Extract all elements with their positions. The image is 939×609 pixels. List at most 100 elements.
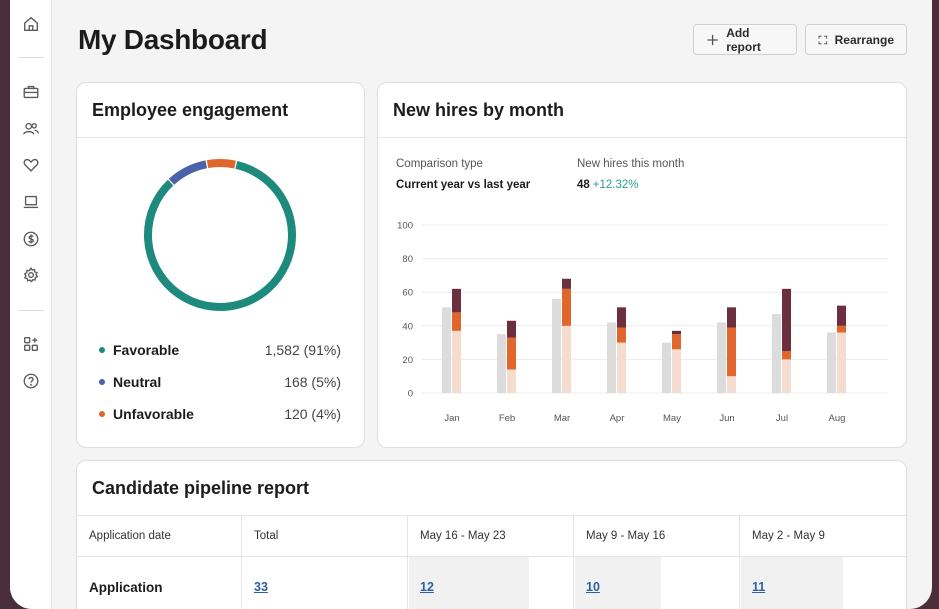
y-tick-label: 100 (397, 221, 413, 232)
bar-current-year-jun-segment-2[interactable] (727, 327, 736, 377)
x-tick-label: Jan (444, 413, 459, 424)
bar-current-year-mar-segment-1[interactable] (562, 325, 571, 393)
new-hires-bar-chart: 0 20 40 60 80 100 Jan Feb Mar Apr May Jun Jul Aug (397, 221, 888, 424)
bar-current-year-feb-segment-1[interactable] (507, 369, 516, 393)
rearrange-button[interactable]: Rearrange (805, 24, 907, 55)
apps-icon[interactable] (21, 334, 41, 354)
comparison-type-label: Comparison type (396, 158, 483, 170)
table-cell: 33 (242, 557, 408, 609)
x-tick-label: Jul (776, 413, 788, 424)
bar-current-year-aug-segment-2[interactable] (837, 325, 846, 333)
y-tick-label: 60 (402, 288, 413, 299)
total-count-link[interactable]: 33 (254, 580, 268, 594)
bar-previous-year-may[interactable] (662, 342, 671, 393)
bar-current-year-apr-segment-1[interactable] (617, 342, 626, 393)
table-cell: 10 (574, 557, 740, 609)
y-tick-label: 80 (402, 254, 413, 265)
laptop-icon[interactable] (21, 192, 41, 212)
x-tick-label: Aug (829, 413, 846, 424)
add-report-button[interactable]: Add report (693, 24, 797, 55)
week-1-count-link[interactable]: 12 (420, 580, 434, 594)
bar-previous-year-jun[interactable] (717, 322, 726, 393)
bar-previous-year-aug[interactable] (827, 332, 836, 393)
expand-icon (818, 35, 828, 44)
bar-current-year-jun-segment-3[interactable] (727, 307, 736, 328)
bar-current-year-mar-segment-2[interactable] (562, 288, 571, 326)
bar-current-year-feb-segment-3[interactable] (507, 320, 516, 338)
home-icon[interactable] (21, 14, 41, 34)
new-hires-this-month: 48 +12.32% (577, 179, 639, 191)
engagement-card: Employee engagement Favorable 1,582 (91%)… (76, 82, 365, 448)
week-2-count-link[interactable]: 10 (586, 580, 600, 594)
bar-current-year-may-segment-1[interactable] (672, 349, 681, 393)
legend-value: 1,582 (91%) (264, 342, 341, 358)
sidebar-divider (18, 57, 44, 58)
pipeline-card: Candidate pipeline report Application da… (76, 460, 907, 609)
bar-current-year-jul-segment-1[interactable] (782, 359, 791, 393)
y-tick-label: 20 (402, 355, 413, 366)
briefcase-icon[interactable] (21, 82, 41, 102)
legend-dot (99, 411, 105, 417)
bar-current-year-jan-segment-2[interactable] (452, 312, 461, 331)
x-tick-label: Jun (719, 413, 734, 424)
cell-highlight (575, 557, 661, 609)
bar-current-year-aug-segment-1[interactable] (837, 332, 846, 393)
column-header-application-date[interactable]: Application date (77, 516, 242, 557)
dollar-icon[interactable] (21, 229, 41, 249)
legend-value: 168 (5%) (284, 374, 341, 390)
bar-current-year-aug-segment-3[interactable] (837, 305, 846, 326)
column-header-week-2[interactable]: May 9 - May 16 (574, 516, 740, 557)
bar-current-year-jul-segment-3[interactable] (782, 288, 791, 351)
week-3-count-link[interactable]: 11 (752, 580, 766, 594)
people-icon[interactable] (21, 119, 41, 139)
donut-slice-unfavorable[interactable] (206, 159, 236, 169)
legend-label: Favorable (113, 342, 180, 358)
new-hires-card: New hires by month Comparison type Curre… (377, 82, 907, 448)
bar-previous-year-mar[interactable] (552, 298, 561, 393)
sidebar-divider (18, 310, 44, 311)
bar-current-year-jul-segment-2[interactable] (782, 351, 791, 360)
plus-icon (707, 34, 718, 45)
table-cell: 11 (740, 557, 906, 609)
bar-current-year-apr-segment-2[interactable] (617, 327, 626, 343)
bar-current-year-feb-segment-2[interactable] (507, 337, 516, 370)
column-header-total[interactable]: Total (242, 516, 408, 557)
app-window: My Dashboard Add report Rearrange Employ… (10, 0, 932, 609)
heart-icon[interactable] (21, 155, 41, 175)
new-hires-change: +12.32% (592, 179, 639, 191)
add-report-label: Add report (726, 25, 761, 54)
column-header-week-1[interactable]: May 16 - May 23 (408, 516, 574, 557)
bar-previous-year-feb[interactable] (497, 334, 506, 393)
bar-previous-year-jan[interactable] (442, 307, 451, 393)
bar-current-year-mar-segment-3[interactable] (562, 278, 571, 289)
new-hires-count: 48 (577, 179, 590, 191)
help-icon[interactable] (21, 371, 41, 391)
gear-icon[interactable] (21, 265, 41, 285)
bar-current-year-jun-segment-1[interactable] (727, 376, 736, 393)
legend-item-favorable: Favorable 1,582 (91%) (99, 340, 341, 360)
x-tick-label: Mar (554, 413, 570, 424)
bar-current-year-apr-segment-3[interactable] (617, 307, 626, 328)
table-cell: 12 (408, 557, 574, 609)
donut-slice-favorable[interactable] (144, 160, 296, 311)
legend-label: Neutral (113, 374, 162, 390)
comparison-type-value: Current year vs last year (396, 179, 531, 191)
new-hires-this-month-label: New hires this month (577, 158, 685, 170)
engagement-donut-chart (144, 159, 296, 311)
x-tick-label: May (663, 413, 681, 424)
bar-current-year-jan-segment-1[interactable] (452, 330, 461, 393)
bar-previous-year-apr[interactable] (607, 322, 616, 393)
new-hires-title: New hires by month (378, 83, 906, 138)
donut-slice-neutral[interactable] (168, 160, 208, 185)
bar-current-year-jan-segment-3[interactable] (452, 288, 461, 313)
row-label-application: Application (77, 557, 242, 609)
page-title: My Dashboard (78, 24, 268, 55)
legend-value: 120 (4%) (284, 406, 341, 422)
legend-dot (99, 347, 105, 353)
bar-current-year-may-segment-2[interactable] (672, 334, 681, 350)
bar-current-year-may-segment-3[interactable] (672, 330, 681, 335)
y-tick-label: 40 (402, 321, 413, 332)
legend-dot (99, 379, 105, 385)
column-header-week-3[interactable]: May 2 - May 9 (740, 516, 906, 557)
bar-previous-year-jul[interactable] (772, 314, 781, 393)
